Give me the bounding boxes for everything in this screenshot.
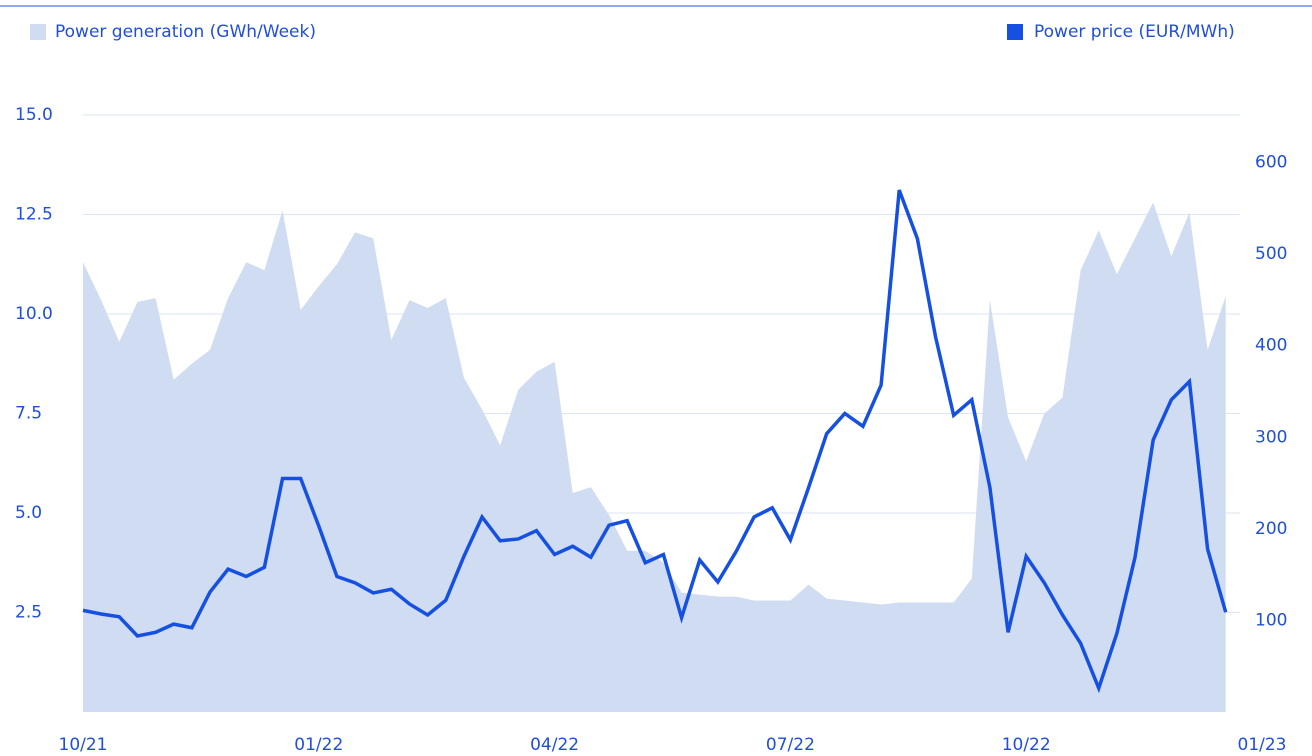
y2-tick-label: 400	[1255, 336, 1287, 356]
x-tick-label: 04/22	[530, 735, 579, 755]
y-tick-label: 10.0	[15, 304, 53, 324]
x-tick-label: 10/22	[1002, 735, 1051, 755]
y-tick-label: 7.5	[15, 404, 42, 424]
y-tick-label: 2.5	[15, 603, 42, 623]
x-tick-label: 01/22	[294, 735, 343, 755]
legend-swatch	[1007, 24, 1023, 40]
x-tick-label: 10/21	[59, 735, 108, 755]
x-tick-label: 01/23	[1238, 735, 1287, 755]
area	[83, 202, 1226, 712]
y-tick-label: 12.5	[15, 205, 53, 225]
legend-label: Power generation (GWh/Week)	[55, 22, 316, 42]
y2-tick-label: 300	[1255, 427, 1287, 447]
y2-tick-label: 500	[1255, 244, 1287, 264]
y2-tick-label: 200	[1255, 519, 1287, 539]
legend-label: Power price (EUR/MWh)	[1034, 22, 1235, 42]
y2-tick-label: 600	[1255, 153, 1287, 173]
line	[82, 189, 1228, 694]
y-tick-label: 5.0	[15, 503, 42, 523]
y-tick-label: 15.0	[15, 105, 53, 125]
x-tick-label: 07/22	[766, 735, 815, 755]
legend-swatch	[30, 24, 46, 40]
y2-tick-label: 100	[1255, 610, 1287, 630]
